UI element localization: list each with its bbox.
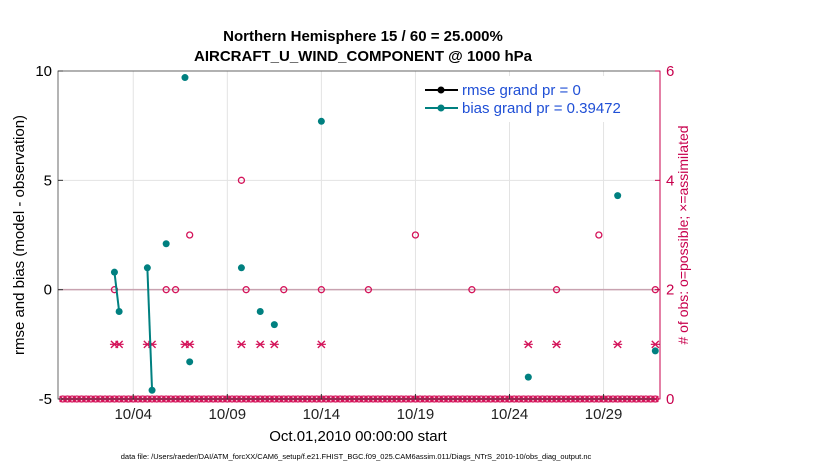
possible-obs-5 <box>242 286 250 294</box>
bias-point-1 <box>115 308 123 316</box>
left-tick-label-2: 5 <box>44 172 52 189</box>
possible-obs-6 <box>280 286 288 294</box>
left-tick-label-3: 10 <box>35 63 52 80</box>
bias-point-10 <box>317 117 325 125</box>
bias-point-2 <box>143 264 151 272</box>
assimilated-obs-markers <box>109 340 660 349</box>
legend-bias-marker <box>437 104 445 112</box>
bias-segment-0 <box>113 272 121 312</box>
right-tick-label-2: 4 <box>666 172 674 189</box>
right-tick-label-3: 6 <box>666 63 674 80</box>
possible-obs-1 <box>162 286 170 294</box>
assimilated-obs-5 <box>185 340 195 349</box>
x-tick-label-3: 10/19 <box>397 406 435 423</box>
assimilated-obs-10 <box>523 340 533 349</box>
assimilated-obs-6 <box>236 340 246 349</box>
left-tick-label-0: -5 <box>39 391 52 408</box>
bias-point-0 <box>110 268 118 276</box>
x-tick-label-5: 10/29 <box>585 406 623 423</box>
right-tick-label-0: 0 <box>666 391 674 408</box>
bias-point-7 <box>237 264 245 272</box>
bias-lines <box>113 267 154 391</box>
right-y-ticks: 0 2 4 6 <box>655 63 674 408</box>
bias-point-12 <box>614 192 622 200</box>
assimilated-obs-9 <box>316 340 326 349</box>
x-tick-label-1: 10/09 <box>209 406 247 423</box>
y2-axis-label: # of obs: o=possible; ×=assimilated <box>675 125 691 344</box>
assimilated-obs-11 <box>552 340 562 349</box>
x-ticks: 10/04 10/09 10/14 10/19 10/24 10/29 <box>114 394 622 423</box>
legend-rmse-marker <box>437 86 445 94</box>
x-tick-label-0: 10/04 <box>114 406 152 423</box>
bias-segment-1 <box>146 267 154 391</box>
x-tick-label-2: 10/14 <box>303 406 341 423</box>
possible-obs-9 <box>411 231 420 239</box>
chart-subtitle: AIRCRAFT_U_WIND_COMPONENT @ 1000 hPa <box>194 48 533 65</box>
bias-point-13 <box>651 347 659 355</box>
x-axis-label: Oct.01,2010 00:00:00 start <box>269 428 447 445</box>
x-tick-label-4: 10/24 <box>491 406 529 423</box>
assimilated-obs-7 <box>255 340 265 349</box>
possible-obs-2 <box>171 286 180 294</box>
legend-rmse-label: rmse grand pr = 0 <box>462 82 581 99</box>
footer-data-file: data file: /Users/raeder/DAI/ATM_forcXX/… <box>121 452 592 461</box>
possible-obs-4 <box>237 176 246 184</box>
possible-obs-7 <box>317 286 326 294</box>
bias-point-3 <box>148 386 156 394</box>
bias-point-9 <box>270 321 278 329</box>
bias-points <box>110 74 659 394</box>
bias-point-8 <box>256 308 264 316</box>
right-tick-label-1: 2 <box>666 282 674 299</box>
y-axis-label: rmse and bias (model - observation) <box>11 115 28 355</box>
possible-obs-3 <box>186 231 194 239</box>
legend-bias-label: bias grand pr = 0.39472 <box>462 100 621 117</box>
bias-point-5 <box>181 74 189 82</box>
assimilated-obs-12 <box>613 340 623 349</box>
possible-obs-11 <box>552 286 561 294</box>
possible-obs-12 <box>595 231 603 239</box>
bias-point-4 <box>162 240 170 248</box>
chart-title: Northern Hemisphere 15 / 60 = 25.000% <box>223 28 503 45</box>
left-tick-label-1: 0 <box>44 282 52 299</box>
legend-box <box>420 76 652 122</box>
possible-obs-10 <box>468 286 476 294</box>
assimilated-obs-13 <box>650 340 660 349</box>
possible-obs-8 <box>364 286 373 294</box>
assimilated-obs-1 <box>114 340 124 349</box>
assimilated-obs-8 <box>269 340 279 349</box>
left-y-ticks: -5 0 5 10 <box>35 63 63 408</box>
bias-point-6 <box>186 358 194 366</box>
legend: rmse grand pr = 0 bias grand pr = 0.3947… <box>420 76 652 122</box>
bias-point-11 <box>524 373 532 381</box>
